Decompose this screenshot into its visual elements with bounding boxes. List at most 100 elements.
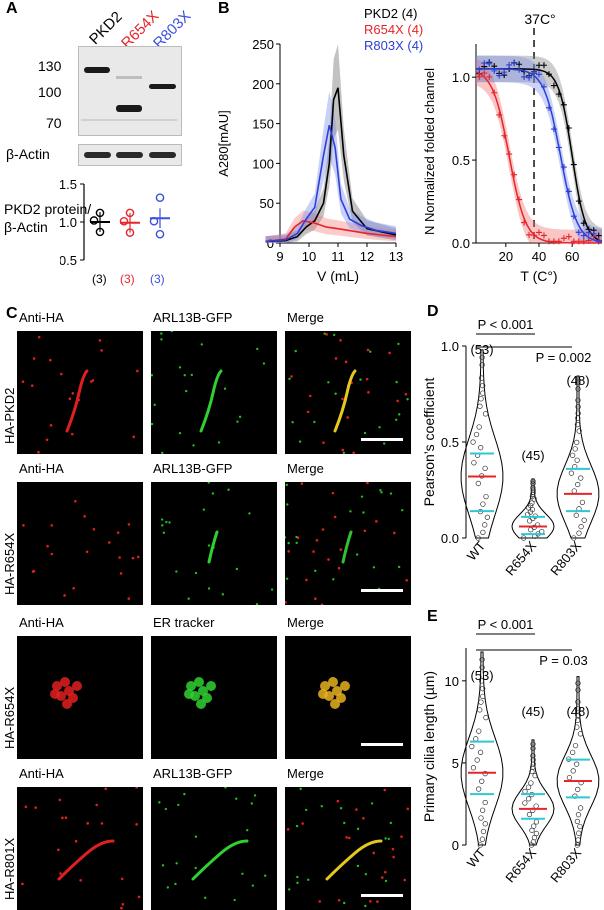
violin-data-point — [526, 505, 532, 511]
th-data-point — [476, 73, 483, 80]
red-puncta — [286, 828, 290, 831]
red-puncta — [48, 358, 52, 362]
actin-band-3 — [149, 152, 176, 158]
violin-data-point — [483, 714, 489, 721]
red-puncta — [71, 391, 75, 395]
violin-data-point — [575, 786, 581, 793]
scale-bar — [361, 438, 403, 441]
violin-data-point — [566, 774, 573, 781]
violin-data-point — [482, 411, 489, 417]
th-xtick-label: 20 — [499, 249, 513, 264]
mw-marker-130: 130 — [38, 58, 62, 74]
green-puncta — [253, 794, 257, 797]
red-puncta — [50, 524, 54, 527]
red-puncta — [135, 823, 138, 826]
green-puncta — [342, 901, 346, 905]
violin-data-point — [484, 514, 491, 520]
violin-data-point — [533, 830, 540, 837]
red-puncta — [22, 523, 25, 527]
th-data-point — [496, 111, 503, 118]
red-puncta — [312, 550, 315, 553]
violin-category-label: R654X — [502, 845, 539, 885]
th-data-point — [506, 61, 513, 68]
green-puncta — [287, 541, 290, 545]
violin-data-point — [482, 465, 488, 472]
violin-data-point — [528, 780, 534, 786]
green-puncta — [211, 492, 215, 495]
a-ytick-label: 1.5 — [60, 177, 77, 192]
violin-data-point — [480, 390, 486, 396]
green-puncta — [323, 332, 326, 335]
th-data-point — [565, 124, 572, 131]
green-puncta — [183, 374, 186, 377]
violin-data-point — [576, 830, 582, 836]
green-puncta — [299, 787, 302, 791]
th-data-point — [550, 126, 557, 133]
red-puncta — [30, 384, 34, 387]
green-puncta — [161, 451, 164, 454]
red-puncta — [344, 360, 348, 364]
red-puncta — [70, 432, 74, 436]
violin-data-point — [574, 818, 581, 825]
th-data-point — [545, 71, 552, 78]
green-puncta — [389, 492, 393, 495]
violin-data-point — [530, 757, 536, 763]
th-data-point — [585, 229, 592, 236]
violin-data-point — [471, 460, 477, 466]
violin-data-point — [532, 773, 538, 779]
violin-shape — [556, 676, 600, 846]
green-puncta — [207, 482, 210, 484]
violin-data-point — [578, 475, 584, 481]
violin-n-label: (45) — [521, 448, 544, 463]
green-puncta — [153, 403, 156, 407]
sec-ylabel: A280[mAU] — [216, 110, 231, 176]
red-puncta — [362, 817, 365, 820]
green-puncta — [164, 807, 168, 811]
red-puncta — [391, 847, 395, 851]
violin-data-point — [577, 823, 583, 830]
er-cluster — [196, 699, 206, 709]
green-puncta — [178, 366, 182, 369]
red-puncta — [137, 895, 141, 899]
red-puncta — [45, 438, 49, 442]
microscopy-image — [285, 331, 411, 454]
red-puncta — [341, 448, 345, 452]
violin-data-point — [578, 524, 584, 530]
violin-n-label: (48) — [566, 373, 589, 388]
red-puncta — [388, 351, 391, 355]
violin-data-point — [482, 522, 488, 528]
green-puncta — [235, 797, 238, 800]
red-puncta — [74, 839, 78, 843]
red-puncta — [50, 552, 54, 556]
th-ylabel: N Normalized folded channel — [422, 68, 437, 235]
th-data-point — [540, 62, 547, 69]
red-puncta — [337, 566, 341, 570]
violin-data-point — [477, 842, 483, 848]
green-puncta — [387, 837, 390, 841]
green-puncta — [327, 381, 330, 384]
er-cluster — [184, 689, 194, 699]
violin-data-point — [533, 819, 540, 825]
sec-xtick-label: 9 — [276, 249, 283, 264]
red-puncta — [322, 441, 325, 444]
a-ytick-label: 1.0 — [60, 215, 77, 230]
red-puncta — [285, 601, 287, 604]
th-data-point — [516, 61, 523, 68]
th-data-point — [516, 66, 523, 73]
th-data-point — [511, 171, 518, 178]
th-data-point — [555, 238, 562, 245]
red-puncta — [383, 870, 387, 874]
green-puncta — [339, 806, 343, 810]
green-puncta — [256, 347, 259, 351]
violin-n-label: (53) — [470, 342, 493, 357]
green-puncta — [178, 431, 182, 435]
violin-data-point — [479, 657, 485, 663]
green-puncta — [307, 878, 310, 882]
green-puncta — [342, 451, 346, 454]
th-data-point — [496, 72, 503, 79]
green-puncta — [236, 420, 239, 423]
a-ytick-label: 0.5 — [60, 253, 77, 268]
red-puncta — [127, 523, 131, 526]
violin-data-point — [573, 761, 580, 767]
green-puncta — [384, 879, 388, 883]
